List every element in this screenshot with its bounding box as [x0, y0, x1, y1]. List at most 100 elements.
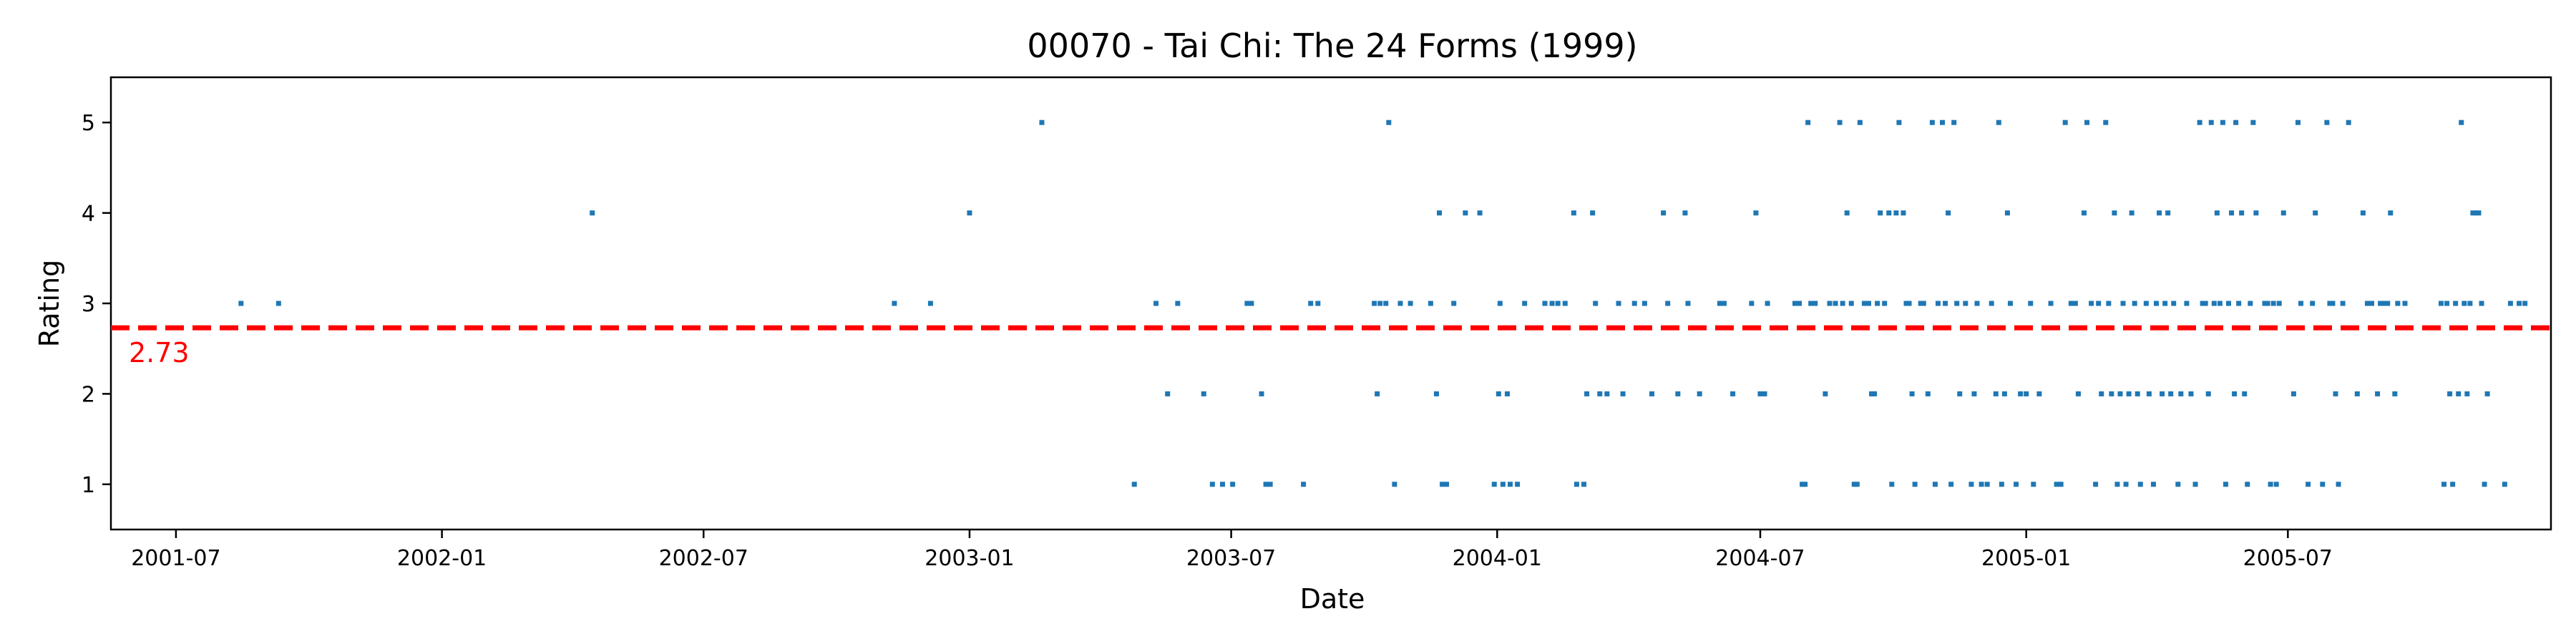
data-point [1267, 482, 1273, 487]
data-point [1948, 482, 1954, 487]
data-point [2245, 482, 2250, 487]
data-point [1175, 301, 1181, 306]
data-point [1574, 482, 1579, 487]
data-point [1946, 210, 1951, 216]
data-point [1749, 301, 1755, 306]
data-point [2217, 301, 2223, 306]
data-point [1165, 391, 1171, 396]
data-point [2031, 482, 2036, 487]
data-point [2479, 301, 2484, 306]
data-point [2476, 210, 2482, 216]
data-point [2075, 391, 2081, 396]
data-point [1497, 301, 1503, 306]
data-point [2262, 301, 2268, 306]
data-point [1392, 482, 1397, 487]
data-point [2253, 210, 2259, 216]
data-point [2106, 301, 2112, 306]
data-point [275, 301, 281, 306]
data-point [2226, 301, 2232, 306]
data-point [1872, 391, 1878, 396]
data-point [1721, 301, 1727, 306]
data-point [2007, 301, 2013, 306]
data-point [1827, 301, 1833, 306]
data-point [2232, 391, 2238, 396]
data-point [1383, 301, 1389, 306]
data-point [1665, 301, 1671, 306]
y-tick-label: 4 [82, 202, 95, 227]
data-point [2310, 301, 2316, 306]
data-point [2178, 391, 2184, 396]
data-point [590, 210, 595, 216]
data-point [2157, 210, 2162, 216]
data-point [2168, 391, 2174, 396]
data-point [2117, 391, 2123, 396]
data-point [1857, 119, 1863, 125]
data-point [1993, 391, 1999, 396]
data-point [2360, 210, 2366, 216]
data-point [1813, 301, 1818, 306]
data-point [1954, 301, 1960, 306]
data-point [2143, 301, 2149, 306]
data-point [2447, 391, 2453, 396]
data-point [2058, 482, 2064, 487]
data-point [1562, 301, 1568, 306]
data-point [2381, 301, 2386, 306]
data-point [1848, 301, 1854, 306]
data-point [1584, 391, 1590, 396]
data-point [2369, 301, 2375, 306]
data-point [2001, 391, 2007, 396]
data-point [1500, 482, 1506, 487]
data-point [1649, 391, 1654, 396]
data-point [2453, 301, 2459, 306]
data-point [1921, 301, 1926, 306]
data-point [1844, 210, 1850, 216]
data-point [1793, 301, 1799, 306]
data-point [2184, 301, 2190, 306]
data-point [2081, 210, 2087, 216]
data-point [1433, 391, 1439, 396]
data-point [2467, 301, 2473, 306]
data-point [1377, 301, 1383, 306]
data-point [2280, 210, 2286, 216]
data-point [2150, 482, 2156, 487]
data-point [1918, 301, 1923, 306]
data-point [1249, 301, 1254, 306]
data-point [1925, 391, 1931, 396]
data-point [1909, 391, 1915, 396]
data-point [1451, 301, 1457, 306]
data-point [2154, 301, 2160, 306]
data-point [1477, 210, 1483, 216]
data-point [967, 210, 972, 216]
data-point [2109, 391, 2114, 396]
data-point [927, 301, 933, 306]
data-point [2202, 301, 2208, 306]
data-point [1661, 210, 1667, 216]
data-point [1802, 482, 1808, 487]
x-tick-label: 2002-07 [659, 546, 748, 571]
data-point [1840, 301, 1845, 306]
data-point [1549, 301, 1555, 306]
data-point [1837, 119, 1843, 125]
data-point [2048, 301, 2054, 306]
data-point [1604, 391, 1610, 396]
data-point [2484, 391, 2490, 396]
data-point [1765, 301, 1770, 306]
data-point [1903, 301, 1909, 306]
data-point [1882, 301, 1888, 306]
data-point [892, 301, 897, 306]
data-point [2208, 119, 2214, 125]
x-tick-label: 2001-07 [131, 546, 220, 571]
data-point [2502, 482, 2507, 487]
data-point [2028, 301, 2034, 306]
data-point [2192, 482, 2198, 487]
data-point [2324, 119, 2330, 125]
data-point [2096, 301, 2102, 306]
data-point [1675, 391, 1681, 396]
y-axis-label: Rating [34, 260, 65, 348]
data-point [2265, 301, 2270, 306]
data-point [1823, 391, 1828, 396]
data-point [2089, 301, 2094, 306]
data-point [2233, 119, 2239, 125]
data-point [1428, 301, 1433, 306]
data-point [1315, 301, 1321, 306]
